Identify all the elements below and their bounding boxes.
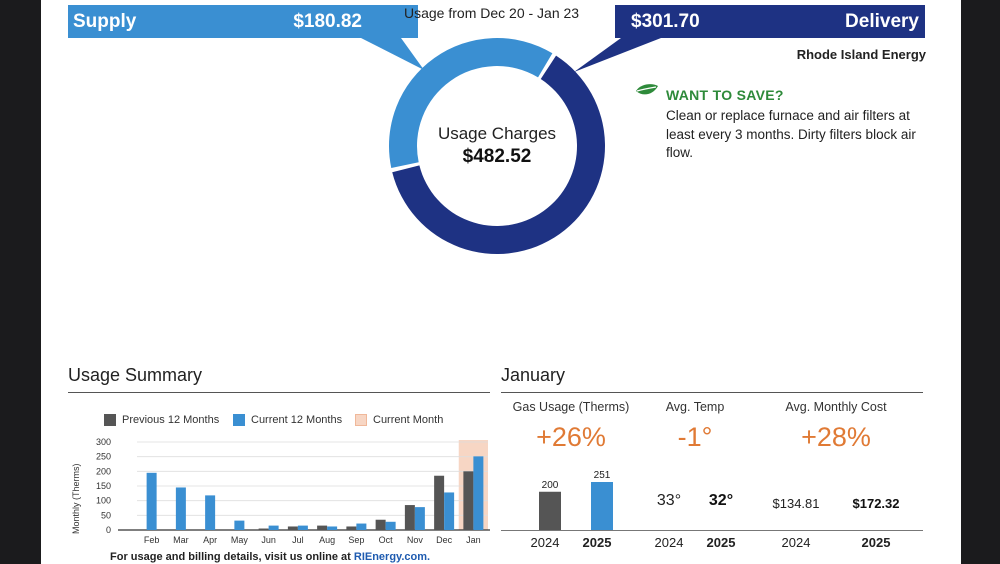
bar-current-jul (297, 525, 308, 530)
y-axis-label: Monthly (Therms) (71, 463, 81, 534)
temp-year-2024: 2024 (654, 535, 684, 550)
delivery-segment (392, 55, 605, 254)
x-tick-mar: Mar (173, 535, 189, 545)
bar-previous-aug (317, 525, 328, 530)
bar-current-feb (146, 472, 157, 530)
x-tick-nov: Nov (407, 535, 424, 545)
footer-note: For usage and billing details, visit us … (110, 551, 430, 563)
legend-current: Current 12 Months (251, 414, 343, 426)
gas-usage-change: +26% (536, 422, 606, 452)
cost-2024: $134.81 (772, 496, 820, 511)
gas-value-2024: 200 (542, 480, 559, 491)
x-tick-dec: Dec (436, 535, 453, 545)
bar-current-dec (444, 492, 455, 530)
temp-2024: 33° (656, 492, 682, 509)
x-tick-apr: Apr (203, 535, 217, 545)
x-tick-feb: Feb (144, 535, 160, 545)
x-tick-sep: Sep (348, 535, 364, 545)
y-tick-label: 150 (96, 481, 111, 491)
supply-pointer (361, 38, 424, 70)
x-tick-jun: Jun (261, 535, 276, 545)
bill-page: Supply $180.82 $301.70 Delivery Usage fr… (41, 0, 961, 564)
january-title: January (501, 365, 566, 385)
delivery-amount: $301.70 (631, 11, 700, 32)
donut-center-amount: $482.52 (462, 146, 532, 167)
gas-usage-label: Gas Usage (Therms) (512, 400, 630, 414)
supply-label: Supply (73, 11, 137, 32)
y-tick-label: 50 (101, 510, 111, 520)
legend-swatch-previous (104, 414, 116, 426)
avg-temp-change: -1° (677, 422, 713, 452)
cost-2025: $172.32 (852, 496, 900, 511)
bar-previous-jun (258, 528, 269, 530)
delivery-pointer (574, 38, 661, 72)
bar-previous-jul (287, 526, 298, 530)
footer-text: For usage and billing details, visit us … (110, 551, 354, 563)
x-tick-aug: Aug (319, 535, 335, 545)
right-frame (961, 0, 1000, 564)
usage-summary-chart: Monthly (Therms) 0 50 100 150 200 250 300 Feb Ma… (71, 437, 490, 545)
supply-amount: $180.82 (293, 11, 362, 32)
x-tick-oct: Oct (379, 535, 394, 545)
delivery-label: Delivery (845, 11, 919, 32)
legend-current-month: Current Month (373, 414, 444, 426)
gas-bar-2025 (591, 482, 613, 530)
legend-swatch-current-month (355, 414, 367, 426)
january-baseline (501, 530, 923, 531)
tip-text: Clean or replace furnace and air filters… (666, 108, 916, 160)
bar-previous-dec (434, 475, 445, 530)
avg-cost-change: +28% (801, 422, 871, 452)
usage-summary-rule (68, 392, 490, 393)
bar-current-jun (268, 525, 279, 530)
tip-title: WANT TO SAVE? (666, 87, 784, 103)
x-tick-may: May (231, 535, 249, 545)
donut-center-label: Usage Charges (437, 124, 557, 143)
bar-current-apr (205, 495, 216, 530)
y-tick-label: 100 (96, 496, 111, 506)
bar-current-jan (473, 456, 484, 530)
y-tick-label: 200 (96, 466, 111, 476)
y-tick-label: 250 (96, 452, 111, 462)
bar-current-sep (356, 523, 367, 530)
y-tick-label: 300 (96, 437, 111, 447)
legend-swatch-current (233, 414, 245, 426)
bar-previous-sep (346, 526, 357, 530)
company-name: Rhode Island Energy (796, 47, 926, 62)
gas-year-2024: 2024 (530, 535, 560, 550)
leaf-icon (636, 84, 658, 95)
gas-usage-chart: 200 251 (539, 470, 613, 530)
bar-current-oct (385, 521, 396, 530)
bar-previous-nov (404, 505, 415, 530)
bar-current-may (234, 520, 245, 530)
bar-current-aug (327, 526, 338, 530)
left-frame (0, 0, 41, 564)
temp-2025: 32° (708, 492, 734, 509)
bar-current-nov (414, 507, 425, 530)
bar-previous-oct (375, 519, 386, 530)
delivery-banner (615, 5, 925, 38)
website-link[interactable]: RIEnergy.com. (353, 551, 431, 563)
x-tick-jul: Jul (292, 535, 304, 545)
supply-segment (389, 37, 553, 169)
usage-charges-donut (361, 37, 661, 254)
temp-year-2025: 2025 (706, 535, 736, 550)
x-tick-jan: Jan (466, 535, 481, 545)
january-rule (501, 392, 923, 393)
y-tick-label: 0 (106, 525, 111, 535)
avg-cost-label: Avg. Monthly Cost (785, 400, 887, 414)
usage-period: Usage from Dec 20 - Jan 23 (404, 5, 580, 21)
bar-previous-jan (463, 471, 474, 530)
gas-value-2025: 251 (594, 470, 611, 481)
cost-year-2024: 2024 (781, 535, 811, 550)
usage-summary-title: Usage Summary (68, 365, 203, 385)
cost-year-2025: 2025 (861, 535, 891, 550)
avg-temp-label: Avg. Temp (665, 400, 725, 414)
bar-current-mar (175, 487, 186, 530)
supply-banner (68, 5, 418, 38)
gas-year-2025: 2025 (582, 535, 612, 550)
legend-previous: Previous 12 Months (122, 414, 220, 426)
gas-bar-2024 (539, 491, 561, 530)
